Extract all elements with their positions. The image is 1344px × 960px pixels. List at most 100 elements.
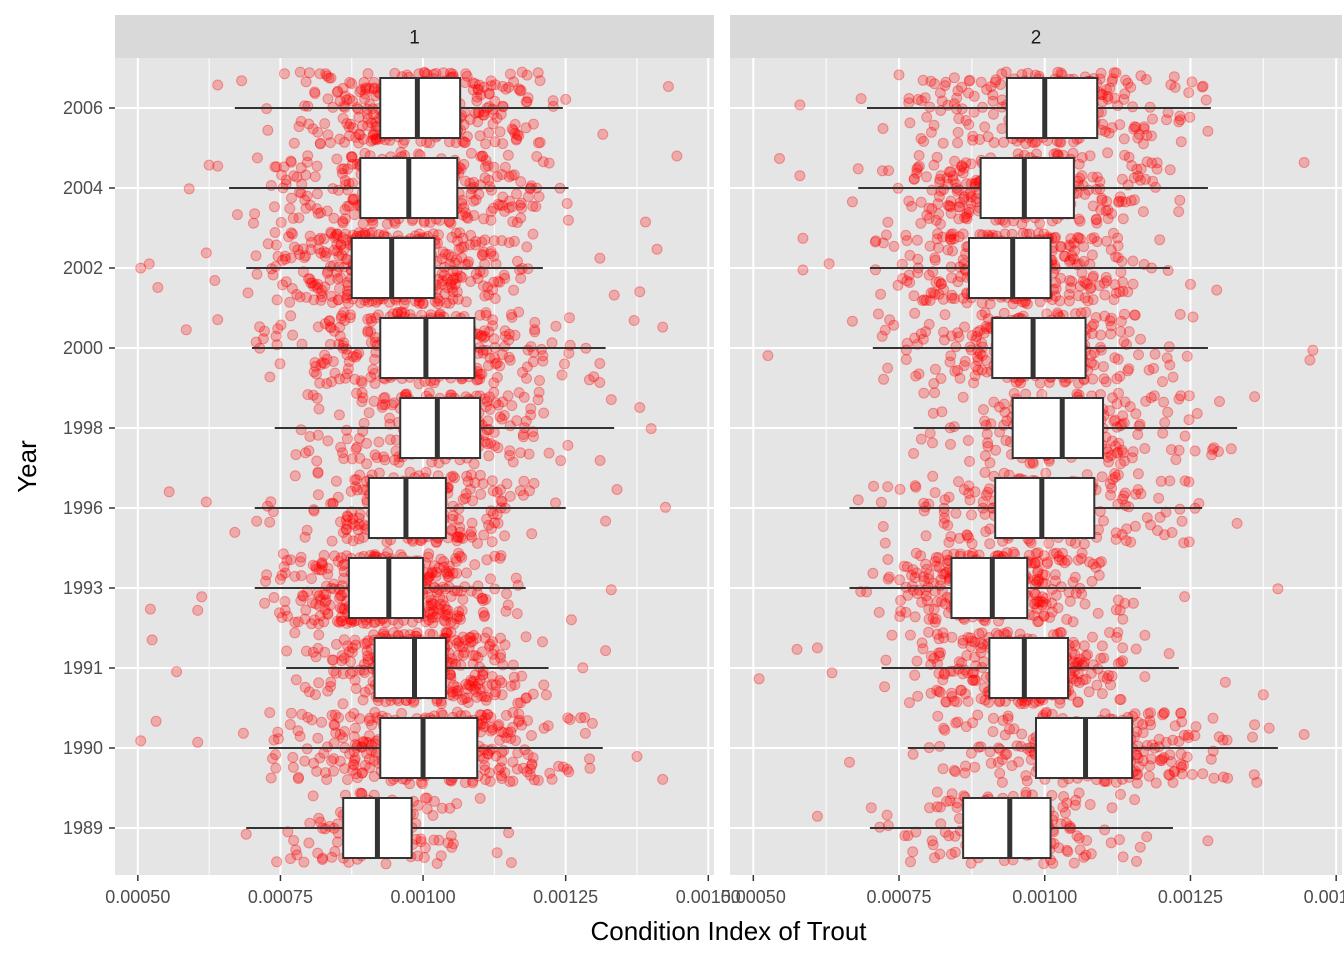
data-point [498,409,510,421]
data-point [534,375,545,386]
data-point [328,753,340,765]
data-point [909,480,921,492]
data-point [431,608,443,620]
data-point [1197,768,1209,780]
data-point [875,496,887,508]
data-point [484,638,496,650]
data-point [930,276,942,288]
data-point [212,314,224,326]
data-point [452,531,464,543]
data-point [335,552,347,564]
data-point [480,712,491,724]
data-point [464,483,476,495]
data-point [311,765,323,777]
data-point [302,389,314,401]
data-point [1112,232,1124,244]
data-point [512,747,524,759]
data-point [268,734,280,746]
data-point [561,198,573,209]
data-point [337,217,349,229]
data-point [310,689,321,701]
data-point [912,588,923,599]
data-point [1055,241,1067,252]
data-point [949,830,961,842]
data-point [600,645,612,657]
data-point [352,772,364,784]
data-point [628,315,640,326]
data-point [645,423,657,435]
data-point [295,551,307,563]
data-point [1170,454,1182,466]
data-point [326,654,338,666]
data-point [975,741,987,753]
data-point [318,589,330,601]
data-point [427,617,439,629]
data-point [338,306,350,318]
data-point [1096,688,1108,700]
data-point [361,645,373,657]
data-point [493,719,505,731]
data-point [1078,851,1090,863]
data-point [251,268,263,280]
data-point [284,719,296,730]
data-point [368,368,380,379]
data-point [277,279,289,291]
data-point [511,415,523,427]
data-point [302,711,314,723]
data-point [480,694,492,706]
data-point [454,550,466,562]
data-point [445,217,457,229]
data-point [447,679,459,691]
data-point [505,680,517,692]
data-point [564,714,576,725]
data-point [520,692,532,704]
data-point [901,275,913,287]
data-point [428,834,440,846]
data-point [988,712,999,724]
data-point [354,508,366,520]
data-point [878,373,890,385]
data-point [350,639,362,651]
data-point [927,839,939,851]
box-iqr [991,317,1087,379]
data-point [478,611,490,623]
data-point [311,392,323,404]
data-point [484,775,496,787]
data-point [1096,471,1108,483]
data-point [879,537,891,549]
data-point [363,730,375,742]
data-point [287,751,299,763]
data-point [527,228,539,240]
data-point [969,761,981,773]
data-point [457,232,469,244]
data-point [332,555,344,567]
facet-strip-label: 2 [1031,28,1042,49]
data-point [368,771,380,782]
data-point [490,750,502,762]
data-point [1298,729,1310,740]
data-point [290,674,302,686]
data-point [322,129,334,141]
data-point [274,358,286,370]
data-point [404,778,416,790]
data-point [421,792,433,804]
data-point [431,858,443,869]
data-point [150,715,162,727]
data-point [344,76,356,88]
data-point [1207,712,1219,724]
data-point [336,650,348,662]
data-point [330,475,342,487]
data-point [313,677,325,689]
data-point [520,631,532,643]
data-point [455,613,466,625]
data-point [484,767,496,779]
data-point [442,604,454,616]
data-point [526,759,538,771]
data-point [303,67,315,79]
data-point [1032,556,1044,568]
data-point [1054,627,1066,638]
data-point [489,550,501,562]
data-point [333,409,345,421]
data-point [524,769,536,781]
